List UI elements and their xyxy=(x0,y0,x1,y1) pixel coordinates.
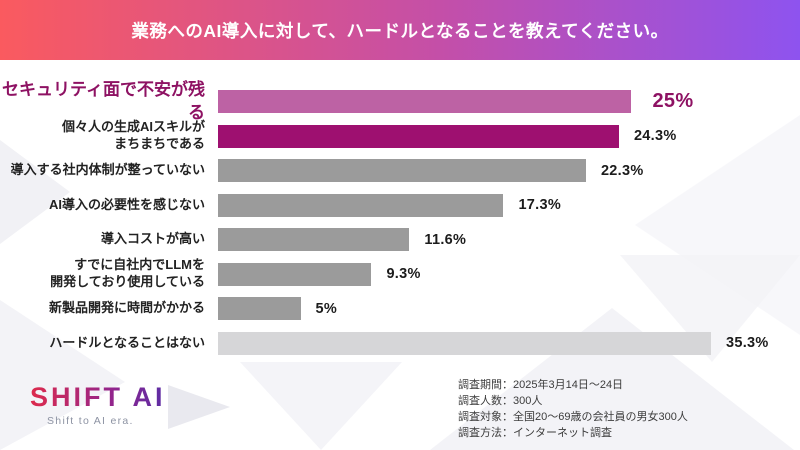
chart-title-banner: 業務へのAI導入に対して、ハードルとなることを教えてください。 xyxy=(0,0,800,60)
bar-no-hurdle xyxy=(218,331,711,355)
category-label: セキュリティ面で不安が残る xyxy=(2,80,205,122)
logo-tagline: Shift to AI era. xyxy=(47,415,134,427)
category-label: 新製品開発に時間がかかる xyxy=(48,300,205,316)
chart-row: ハードルとなることはない 35.3% xyxy=(0,331,800,355)
chart-title: 業務へのAI導入に対して、ハードルとなることを教えてください。 xyxy=(131,20,669,41)
survey-details: 調査期間：2025年3月14日〜24日 調査人数：300人 調査対象：全国20〜… xyxy=(458,377,688,441)
shift-ai-logo: SHIFT AI Shift to AI era. xyxy=(30,382,166,428)
survey-period: 調査期間：2025年3月14日〜24日 xyxy=(458,379,624,391)
survey-method: 調査方法：インターネット調査 xyxy=(458,427,612,439)
category-label: 導入コストが高い xyxy=(100,231,205,247)
bar-no-internal-structure xyxy=(218,159,586,182)
category-label: 個々人の生成AIスキルが まちまちである xyxy=(61,119,205,151)
bar-own-llm xyxy=(218,262,372,286)
chart-row: 個々人の生成AIスキルが まちまちである 24.3% xyxy=(0,119,800,151)
category-label: ハードルとなることはない xyxy=(49,334,205,350)
bar-security xyxy=(218,90,631,113)
value-label: 24.3% xyxy=(633,128,677,144)
survey-sample-size: 調査人数：300人 xyxy=(458,395,543,407)
category-label: 導入する社内体制が整っていない xyxy=(10,162,205,178)
chart-row: AI導入の必要性を感じない 17.3% xyxy=(0,193,800,217)
category-label: AI導入の必要性を感じない xyxy=(48,196,205,212)
category-label: すでに自社内でLLMを 開発しており使用している xyxy=(50,257,205,289)
chart-row: 導入コストが高い 11.6% xyxy=(0,228,800,251)
value-label: 22.3% xyxy=(600,162,644,179)
value-label: 11.6% xyxy=(424,231,467,248)
bar-skills-vary xyxy=(218,124,619,148)
logo-wordmark: SHIFT AI xyxy=(30,382,166,412)
bar-no-need xyxy=(218,193,504,217)
value-label: 25% xyxy=(652,90,694,112)
chart-row: セキュリティ面で不安が残る 25% xyxy=(0,80,800,121)
bar-dev-time xyxy=(218,297,301,320)
chart-row: すでに自社内でLLMを 開発しており使用している 9.3% xyxy=(0,257,800,289)
bar-chart: セキュリティ面で不安が残る 25% 個々人の生成AIスキルが まちまちである 2… xyxy=(0,80,800,366)
value-label: 35.3% xyxy=(726,335,769,351)
value-label: 9.3% xyxy=(386,266,421,282)
value-label: 17.3% xyxy=(518,197,562,213)
chart-row: 導入する社内体制が整っていない 22.3% xyxy=(0,159,800,182)
bar-high-cost xyxy=(218,228,410,251)
value-label: 5% xyxy=(315,300,338,317)
survey-target: 調査対象：全国20〜69歳の会社員の男女300人 xyxy=(458,411,688,423)
chart-row: 新製品開発に時間がかかる 5% xyxy=(0,297,800,320)
